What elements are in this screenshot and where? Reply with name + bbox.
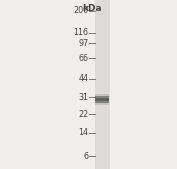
Text: 200: 200 — [73, 6, 88, 16]
Bar — [95, 0, 110, 169]
Text: 22: 22 — [78, 110, 88, 119]
Text: 14: 14 — [79, 128, 88, 137]
Bar — [95, 96, 109, 103]
Bar — [95, 94, 109, 105]
Text: 97: 97 — [78, 39, 88, 48]
Text: 44: 44 — [79, 74, 88, 83]
Text: 6: 6 — [84, 152, 88, 161]
Text: kDa: kDa — [82, 4, 102, 13]
Text: 31: 31 — [79, 93, 88, 102]
Text: 66: 66 — [79, 54, 88, 63]
Bar — [95, 98, 109, 101]
Text: 116: 116 — [73, 28, 88, 38]
